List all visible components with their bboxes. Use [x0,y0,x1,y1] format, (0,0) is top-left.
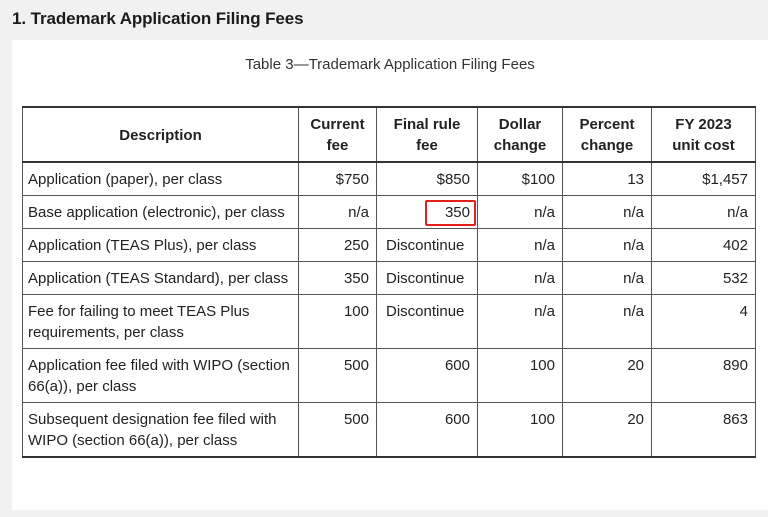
cell-description: Base application (electronic), per class [22,195,299,229]
table-row: Base application (electronic), per class… [22,195,756,229]
cell-final-rule-fee: 600 [376,402,478,458]
cell-current-fee: $750 [298,161,377,196]
cell-dollar-change: $100 [477,161,563,196]
cell-current-fee: 500 [298,348,377,403]
cell-percent-change: n/a [562,261,652,295]
cell-description: Application (TEAS Plus), per class [22,228,299,262]
table-row: Application (TEAS Plus), per class 250 Dis… [22,228,756,262]
cell-current-fee: 100 [298,294,377,349]
cell-final-rule-fee: Discontinue [376,261,478,295]
table-card: Table 3—Trademark Application Filing Fee… [12,40,768,510]
col-header-description: Description [22,106,299,163]
col-header-unit-cost: FY 2023 unit cost [651,106,756,163]
cell-current-fee: n/a [298,195,377,229]
cell-final-rule-fee: $850 [376,161,478,196]
cell-unit-cost: 890 [651,348,756,403]
cell-dollar-change: n/a [477,261,563,295]
cell-description: Fee for failing to meet TEAS Plus requir… [22,294,299,349]
cell-dollar-change: 100 [477,402,563,458]
cell-unit-cost: $1,457 [651,161,756,196]
cell-description: Subsequent designation fee filed with WI… [22,402,299,458]
cell-dollar-change: 100 [477,348,563,403]
cell-percent-change: n/a [562,294,652,349]
cell-dollar-change: n/a [477,294,563,349]
cell-description: Application (TEAS Standard), per class [22,261,299,295]
col-header-dollar-change: Dollar change [477,106,563,163]
cell-final-rule-fee: Discontinue [376,294,478,349]
table-row: Subsequent designation fee filed with WI… [22,402,756,458]
col-header-percent-change: Percent change [562,106,652,163]
cell-unit-cost: 4 [651,294,756,349]
cell-dollar-change: n/a [477,228,563,262]
cell-current-fee: 350 [298,261,377,295]
col-header-current-fee: Current fee [298,106,377,163]
highlight-box: 350 [425,200,476,226]
table-row: Application (paper), per class $750 $850 $1… [22,161,756,196]
cell-percent-change: n/a [562,228,652,262]
cell-dollar-change: n/a [477,195,563,229]
cell-description: Application (paper), per class [22,161,299,196]
fees-table: Description Current fee Final rule fee Dol… [22,106,756,458]
table-header-row: Description Current fee Final rule fee Dol… [22,106,756,163]
cell-current-fee: 250 [298,228,377,262]
cell-final-rule-fee: 600 [376,348,478,403]
table-row: Application (TEAS Standard), per class 35… [22,261,756,295]
table-row: Application fee filed with WIPO (section… [22,348,756,403]
cell-final-rule-fee: Discontinue [376,228,478,262]
cell-unit-cost: 532 [651,261,756,295]
cell-percent-change: 13 [562,161,652,196]
cell-unit-cost: n/a [651,195,756,229]
table-row: Fee for failing to meet TEAS Plus requir… [22,294,756,349]
cell-current-fee: 500 [298,402,377,458]
cell-percent-change: n/a [562,195,652,229]
cell-description: Application fee filed with WIPO (section… [22,348,299,403]
cell-percent-change: 20 [562,402,652,458]
col-header-final-rule-fee: Final rule fee [376,106,478,163]
cell-percent-change: 20 [562,348,652,403]
table-caption: Table 3—Trademark Application Filing Fee… [245,56,535,73]
cell-final-rule-fee: 350 [376,195,478,229]
cell-unit-cost: 863 [651,402,756,458]
cell-unit-cost: 402 [651,228,756,262]
section-heading: 1. Trademark Application Filing Fees [12,9,304,28]
